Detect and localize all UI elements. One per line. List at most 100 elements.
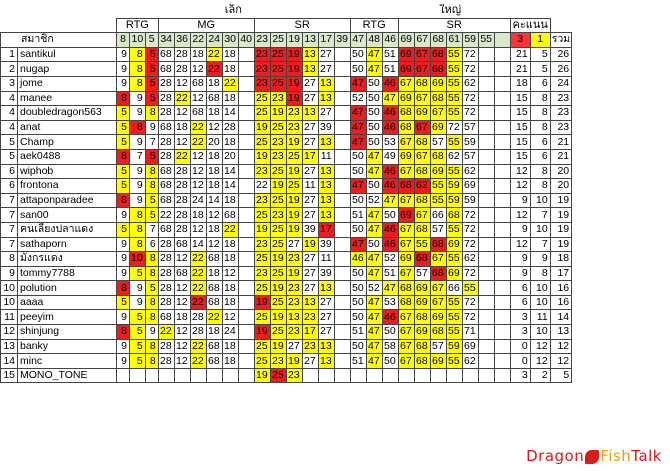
pick-cell: 68 [205, 90, 223, 107]
pick-cell: 9 [144, 119, 159, 136]
pick-cell: 50 [365, 105, 383, 121]
pick-cell: 68 [413, 309, 431, 326]
pick-cell: 27 [301, 163, 319, 180]
pick-cell: 27 [301, 251, 319, 267]
pick-cell [333, 294, 351, 311]
header-number: 39 [333, 32, 351, 48]
pick-cell: 68 [429, 148, 447, 165]
pick-cell: 55 [445, 353, 463, 369]
pick-cell: 12 [205, 119, 223, 136]
pick-cell: 18 [205, 163, 223, 180]
pick-cell: 18 [221, 294, 239, 311]
pick-cell: 68 [397, 294, 415, 311]
pick-cell: 18 [221, 338, 239, 355]
pick-cell: 13 [317, 178, 335, 194]
pick-cell [493, 324, 511, 340]
member-name: MONO_TONE [17, 367, 117, 384]
pick-cell: 22 [189, 353, 207, 369]
pick-cell: 47 [365, 163, 383, 180]
pick-cell: 68 [205, 251, 223, 267]
header-number: 23 [253, 32, 271, 48]
pick-cell: 55 [445, 221, 463, 238]
pick-cell: 55 [445, 163, 463, 180]
score-b-cell: 8 [529, 90, 551, 107]
pick-cell: 59 [445, 338, 463, 355]
pick-cell [116, 367, 130, 384]
table-row: 15 MONO_TONE 19 25 23 3 2 5 [0, 367, 573, 384]
pick-cell: 19 [253, 119, 271, 136]
pick-cell: 23 [253, 192, 271, 209]
pick-cell: 25 [253, 338, 271, 355]
pick-cell: 69 [461, 178, 479, 194]
header-number: 69 [397, 32, 415, 48]
pick-cell: 50 [365, 119, 383, 136]
pick-cell: 52 [381, 251, 399, 267]
pick-cell: 57 [461, 119, 479, 136]
member-name: คนเลี้ยงปลาแดง [17, 221, 117, 238]
score-a-cell: 12 [509, 178, 531, 194]
pick-cell: 13 [317, 75, 335, 92]
pick-cell: 13 [317, 207, 335, 223]
pick-cell [237, 280, 255, 296]
score-b-cell: 12 [529, 353, 551, 369]
total-cell: 21 [549, 148, 573, 165]
pick-cell: 69 [429, 309, 447, 326]
pick-cell: 18 [221, 251, 239, 267]
rank-cell: 10 [0, 294, 18, 311]
pick-cell: 68 [413, 75, 431, 92]
table-row: 1 santikul 9 8 5 68 28 18 22 18 23 25 19 13 27 50 47 51 69… [0, 46, 573, 63]
pick-cell: 72 [461, 221, 479, 238]
pick-cell: 55 [445, 75, 463, 92]
pick-cell: 55 [445, 46, 463, 63]
pick-cell: 47 [349, 119, 367, 136]
pick-cell: 5 [144, 207, 159, 223]
pick-cell: 46 [349, 251, 367, 267]
pick-cell: 20 [221, 148, 239, 165]
table-row: 10 aaaa 5 9 8 28 12 22 68 18 19 25 23 13 27 50 47 53 68 69 6… [0, 294, 573, 311]
pick-cell [333, 265, 351, 282]
pick-cell: 12 [173, 294, 191, 311]
pick-cell: 13 [301, 46, 319, 63]
pick-cell: 68 [397, 119, 415, 136]
pick-cell: 22 [205, 46, 223, 63]
pick-cell: 19 [269, 178, 287, 194]
pick-cell: 14 [205, 192, 223, 209]
score-b-cell: 5 [529, 46, 551, 63]
score-a-cell: 9 [509, 251, 531, 267]
score-b-cell: 10 [529, 280, 551, 296]
pick-cell: 23 [269, 207, 287, 223]
pick-cell [493, 192, 511, 209]
pick-cell: 68 [397, 105, 415, 121]
pick-cell [477, 309, 495, 326]
pick-cell: 19 [253, 367, 271, 384]
group-sr-small: SR [253, 17, 351, 34]
pick-cell: 5 [144, 280, 159, 296]
table-row: 12 shinjung 8 5 9 22 12 28 18 24 19 25 23 17 27 51 47 50 6… [0, 324, 573, 340]
score-b-cell: 6 [529, 134, 551, 150]
pick-cell: 12 [189, 178, 207, 194]
pick-cell: 72 [461, 265, 479, 282]
pick-cell [493, 105, 511, 121]
total-cell: 26 [549, 46, 573, 63]
pick-cell: 28 [157, 280, 175, 296]
pick-cell: 68 [157, 163, 175, 180]
header-number: 68 [429, 32, 447, 48]
pick-cell: 55 [429, 178, 447, 194]
pick-cell: 55 [445, 251, 463, 267]
score-b-cell: 8 [529, 119, 551, 136]
total-cell: 20 [549, 178, 573, 194]
pick-cell: 9 [116, 207, 130, 223]
pick-cell: 8 [116, 324, 130, 340]
header-number: 17 [317, 32, 335, 48]
member-name: frontona [17, 178, 117, 194]
pick-cell: 27 [301, 207, 319, 223]
pick-cell [477, 221, 495, 238]
pick-cell: 47 [365, 265, 383, 282]
header-number: 40 [237, 32, 255, 48]
pick-cell: 23 [285, 294, 303, 311]
pick-cell: 25 [269, 119, 287, 136]
pick-cell: 12 [173, 75, 191, 92]
pick-cell: 13 [285, 309, 303, 326]
pick-cell: 22 [157, 324, 175, 340]
pick-cell: 18 [221, 353, 239, 369]
